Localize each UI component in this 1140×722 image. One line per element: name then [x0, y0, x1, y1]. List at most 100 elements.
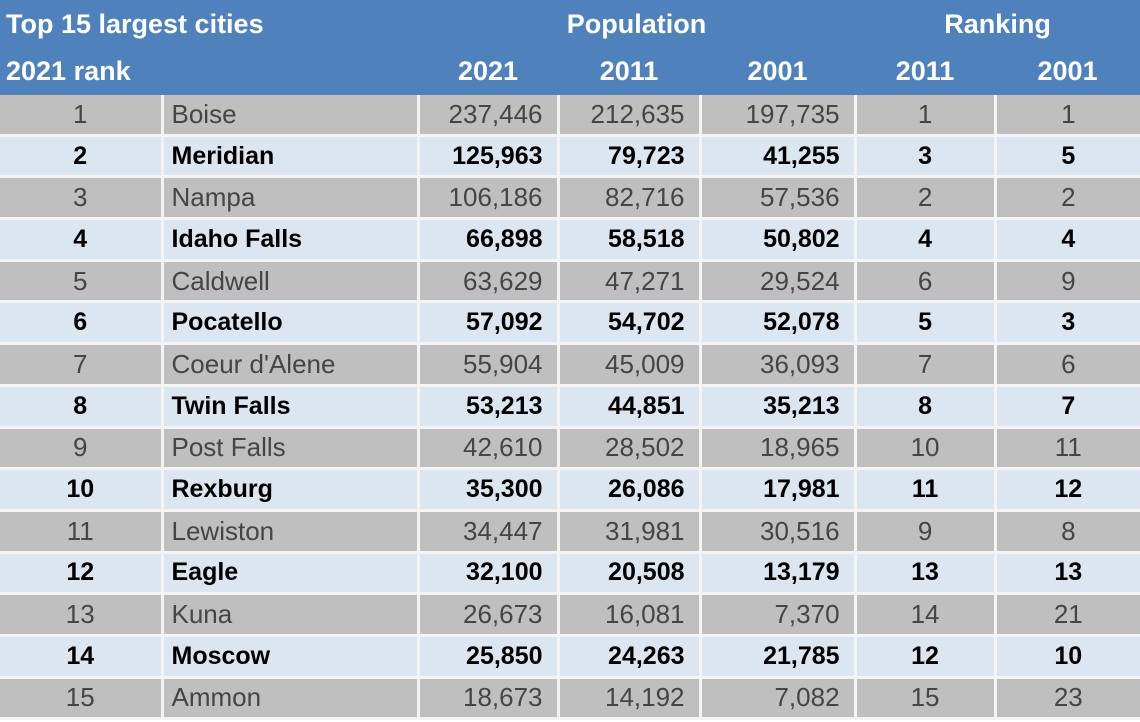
pop-2001-cell: 13,179 — [700, 552, 857, 596]
rank-2011-cell: 12 — [855, 635, 997, 679]
table-row: 5 Caldwell 63,629 47,271 29,524 6 9 — [0, 260, 1140, 304]
city-cell: Moscow — [162, 635, 420, 679]
ranking-group-header: Ranking — [855, 0, 1140, 48]
pop-2001-cell: 17,981 — [700, 468, 857, 512]
rank-cell: 1 — [0, 95, 164, 137]
pop-2001-cell: 7,370 — [700, 593, 857, 637]
pop-2011-cell: 28,502 — [558, 427, 702, 471]
pop-2021-cell: 66,898 — [418, 218, 560, 262]
table-row: 11 Lewiston 34,447 31,981 30,516 9 8 — [0, 510, 1140, 554]
pop-2011-cell: 24,263 — [558, 635, 702, 679]
pop-2011-cell: 44,851 — [558, 385, 702, 429]
rank-column-header: 2021 rank — [0, 48, 419, 95]
pop-2011-cell: 26,086 — [558, 468, 702, 512]
table-row: 3 Nampa 106,186 82,716 57,536 2 2 — [0, 176, 1140, 221]
pop-2001-cell: 29,524 — [700, 260, 857, 304]
pop-2021-cell: 55,904 — [418, 343, 560, 387]
rank-2011-cell: 3 — [855, 135, 997, 179]
rank-2001-cell: 23 — [995, 677, 1140, 721]
rank-2001-cell: 4 — [995, 218, 1140, 262]
rank-cell: 7 — [0, 343, 164, 387]
pop-2001-cell: 52,078 — [700, 301, 857, 346]
rank-2001-cell: 13 — [995, 552, 1140, 596]
city-cell: Caldwell — [162, 260, 420, 304]
rank-cell: 5 — [0, 260, 164, 304]
population-group-header: Population — [418, 0, 856, 48]
city-cell: Meridian — [162, 135, 420, 179]
header-row-1: Top 15 largest cities Population Ranking — [0, 0, 1140, 48]
pop-2011-cell: 58,518 — [558, 218, 702, 262]
rank-cell: 15 — [0, 677, 164, 721]
table-body: 1 Boise 237,446 212,635 197,735 1 1 2 Meridian 12… — [0, 95, 1140, 721]
rank-2011-cell: 9 — [855, 510, 997, 554]
rank-2011-cell: 4 — [855, 218, 997, 262]
table-row: 8 Twin Falls 53,213 44,851 35,213 8 7 — [0, 385, 1140, 429]
city-cell: Idaho Falls — [162, 218, 420, 262]
pop-2021-cell: 42,610 — [418, 427, 560, 471]
rank-2011-cell: 11 — [855, 468, 997, 512]
pop-2011-cell: 212,635 — [558, 95, 702, 137]
rank-2001-cell: 6 — [995, 343, 1140, 387]
rank-2011-cell: 1 — [855, 95, 997, 137]
pop-2021-cell: 53,213 — [418, 385, 560, 429]
table-row: 12 Eagle 32,100 20,508 13,179 13 13 — [0, 552, 1140, 596]
city-cell: Eagle — [162, 552, 420, 596]
pop-2011-cell: 14,192 — [558, 677, 702, 721]
rank-cell: 2 — [0, 135, 164, 179]
pop-2021-cell: 18,673 — [418, 677, 560, 721]
rank-cell: 10 — [0, 468, 164, 512]
city-cell: Twin Falls — [162, 385, 420, 429]
table-title: Top 15 largest cities — [0, 0, 419, 48]
rank-2001-cell: 21 — [995, 593, 1140, 637]
pop-2021-cell: 32,100 — [418, 552, 560, 596]
rank-2001-cell: 1 — [995, 95, 1140, 137]
rank-2001-cell: 2 — [995, 176, 1140, 221]
rank-2011-cell: 13 — [855, 552, 997, 596]
table-row: 14 Moscow 25,850 24,263 21,785 12 10 — [0, 635, 1140, 679]
city-cell: Post Falls — [162, 427, 420, 471]
city-cell: Lewiston — [162, 510, 420, 554]
rank-2011-cell: 14 — [855, 593, 997, 637]
table-row: 15 Ammon 18,673 14,192 7,082 15 23 — [0, 677, 1140, 721]
table-row: 2 Meridian 125,963 79,723 41,255 3 5 — [0, 135, 1140, 179]
pop-2021-cell: 34,447 — [418, 510, 560, 554]
header-row-2: 2021 rank 2021 2011 2001 2011 2001 — [0, 48, 1140, 95]
pop-2021-cell: 26,673 — [418, 593, 560, 637]
rank-2001-cell: 9 — [995, 260, 1140, 304]
rank-cell: 14 — [0, 635, 164, 679]
pop-2001-cell: 197,735 — [700, 95, 857, 137]
rank-cell: 13 — [0, 593, 164, 637]
table-row: 4 Idaho Falls 66,898 58,518 50,802 4 4 — [0, 218, 1140, 262]
rank-cell: 8 — [0, 385, 164, 429]
rank-2011-cell: 6 — [855, 260, 997, 304]
rank-2011-header: 2011 — [855, 48, 996, 95]
pop-2001-cell: 35,213 — [700, 385, 857, 429]
pop-2011-cell: 82,716 — [558, 176, 702, 221]
rank-cell: 9 — [0, 427, 164, 471]
rank-2011-cell: 7 — [855, 343, 997, 387]
rank-2011-cell: 5 — [855, 301, 997, 346]
pop-2001-cell: 7,082 — [700, 677, 857, 721]
rank-2011-cell: 8 — [855, 385, 997, 429]
city-cell: Rexburg — [162, 468, 420, 512]
pop-2021-cell: 25,850 — [418, 635, 560, 679]
pop-2011-cell: 54,702 — [558, 301, 702, 346]
pop-2021-cell: 106,186 — [418, 176, 560, 221]
rank-2001-cell: 3 — [995, 301, 1140, 346]
rank-cell: 6 — [0, 301, 164, 346]
rank-cell: 11 — [0, 510, 164, 554]
rank-cell: 3 — [0, 176, 164, 221]
rank-2011-cell: 2 — [855, 176, 997, 221]
city-cell: Nampa — [162, 176, 420, 221]
pop-2001-cell: 57,536 — [700, 176, 857, 221]
pop-2001-header: 2001 — [700, 48, 856, 95]
pop-2021-cell: 57,092 — [418, 301, 560, 346]
pop-2011-cell: 79,723 — [558, 135, 702, 179]
table-row: 1 Boise 237,446 212,635 197,735 1 1 — [0, 95, 1140, 137]
pop-2011-cell: 20,508 — [558, 552, 702, 596]
city-cell: Boise — [162, 95, 420, 137]
city-cell: Kuna — [162, 593, 420, 637]
rank-2001-cell: 11 — [995, 427, 1140, 471]
rank-2001-cell: 8 — [995, 510, 1140, 554]
